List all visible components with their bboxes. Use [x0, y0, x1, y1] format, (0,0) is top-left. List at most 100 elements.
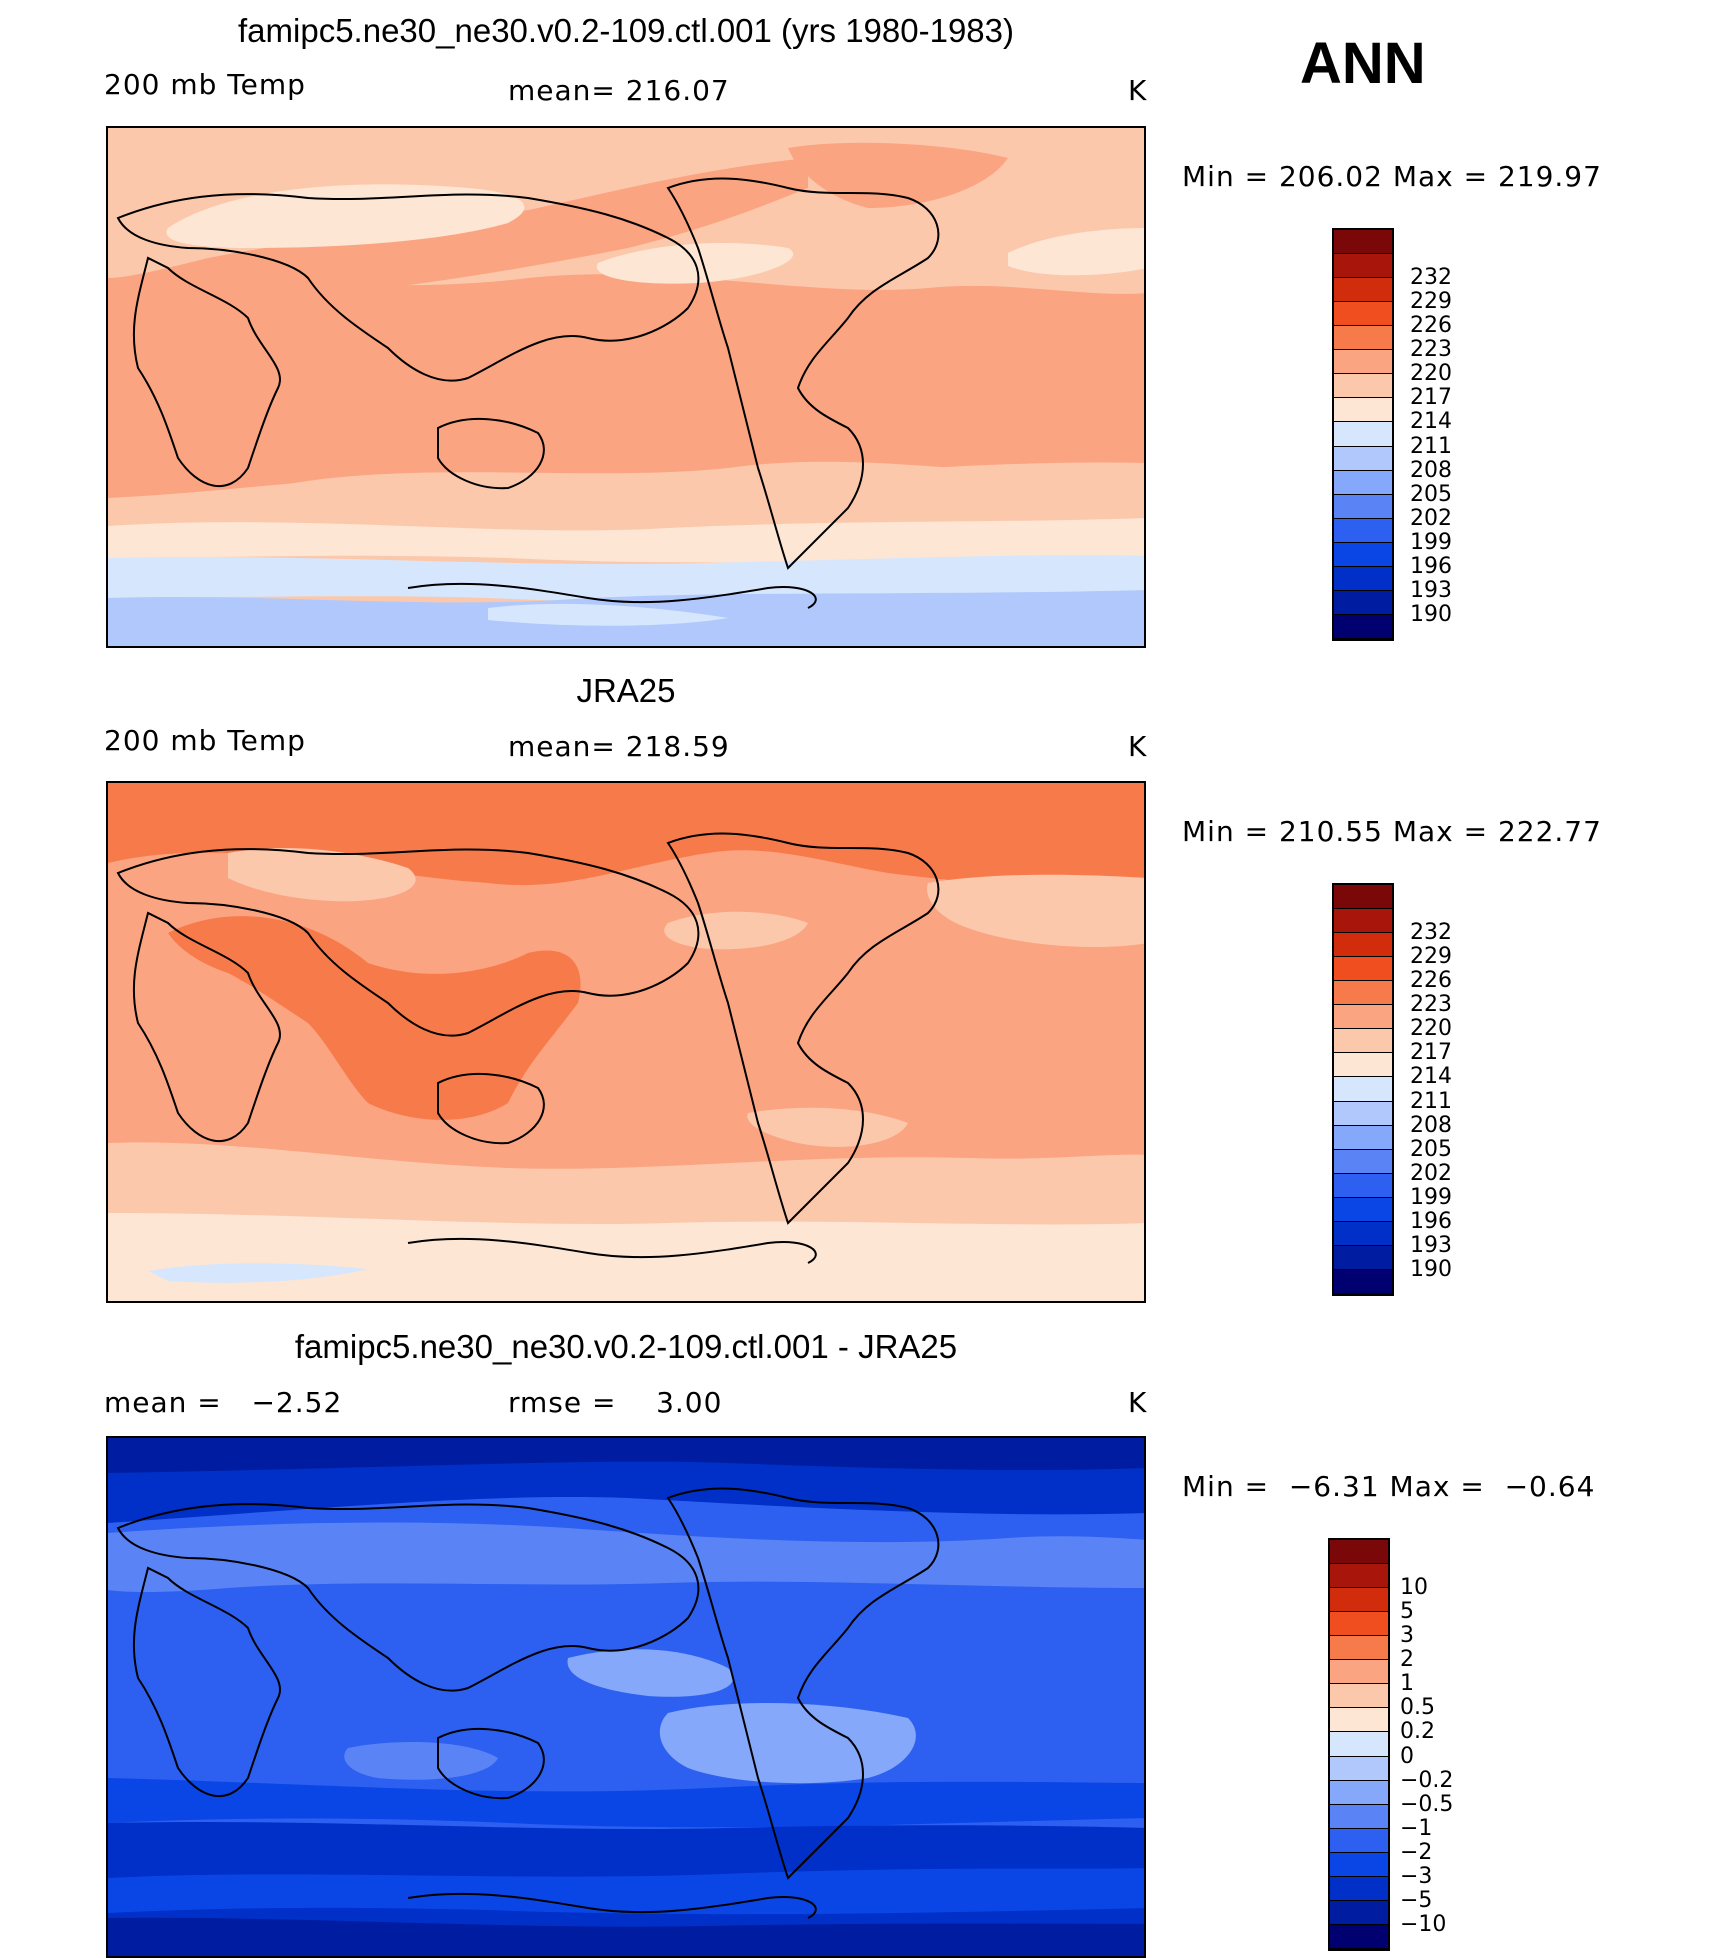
- colorbar-segment: [1334, 933, 1392, 958]
- colorbar-tick-label: 10: [1400, 1575, 1428, 1601]
- colorbar-tick-label: 229: [1410, 289, 1452, 315]
- colorbar-tick-label: 226: [1410, 313, 1452, 339]
- colorbar-tick-label: −3: [1400, 1863, 1433, 1889]
- colorbar-segment: [1334, 398, 1392, 423]
- colorbar-tick-label: 220: [1410, 1016, 1452, 1042]
- colorbar-tick-label: 193: [1410, 577, 1452, 603]
- colorbar-segment: [1330, 1612, 1388, 1637]
- colorbar-segment: [1334, 1149, 1392, 1174]
- colorbar-segment: [1334, 1269, 1392, 1294]
- panel2-colorbar: [1332, 883, 1394, 1296]
- colorbar-segment: [1334, 1053, 1392, 1078]
- colorbar-segment: [1330, 1708, 1388, 1733]
- colorbar-tick-label: 211: [1410, 1088, 1452, 1114]
- colorbar-segment: [1334, 566, 1392, 591]
- colorbar-tick-label: 229: [1410, 944, 1452, 970]
- panel3-minmax: Min = −6.31 Max = −0.64: [1182, 1470, 1596, 1503]
- panel1-map: [106, 126, 1146, 648]
- colorbar-segment: [1330, 1636, 1388, 1661]
- colorbar-tick-label: 217: [1410, 1040, 1452, 1066]
- colorbar-tick-label: 220: [1410, 361, 1452, 387]
- colorbar-tick-label: 208: [1410, 457, 1452, 483]
- colorbar-tick-label: 0: [1400, 1743, 1414, 1769]
- panel3-map: [106, 1436, 1146, 1958]
- colorbar-segment: [1334, 1245, 1392, 1270]
- colorbar-segment: [1334, 590, 1392, 615]
- panel2-title: JRA25: [576, 672, 676, 709]
- panel3-title: famipc5.ne30_ne30.v0.2-109.ctl.001 - JRA…: [294, 1328, 958, 1365]
- panel3-colorbar: [1328, 1538, 1390, 1951]
- panel3-rmse-label: rmse = 3.00: [508, 1386, 723, 1419]
- colorbar-tick-label: −1: [1400, 1815, 1433, 1841]
- colorbar-segment: [1334, 1029, 1392, 1054]
- season-label: ANN: [1300, 31, 1426, 96]
- colorbar-tick-label: 226: [1410, 968, 1452, 994]
- colorbar-segment: [1330, 1756, 1388, 1781]
- colorbar-segment: [1330, 1588, 1388, 1613]
- colorbar-tick-label: 3: [1400, 1623, 1414, 1649]
- panel1-title: famipc5.ne30_ne30.v0.2-109.ctl.001 (yrs …: [238, 12, 1014, 49]
- colorbar-segment: [1334, 278, 1392, 303]
- colorbar-segment: [1334, 614, 1392, 639]
- colorbar-tick-label: 202: [1410, 505, 1452, 531]
- colorbar-tick-label: 1: [1400, 1671, 1414, 1697]
- colorbar-tick-label: 223: [1410, 992, 1452, 1018]
- panel3-mean-label: mean = −2.52: [104, 1386, 343, 1419]
- colorbar-tick-label: −0.5: [1400, 1791, 1454, 1817]
- panel1-colorbar: [1332, 228, 1394, 641]
- colorbar-tick-label: 202: [1410, 1160, 1452, 1186]
- colorbar-tick-label: 0.2: [1400, 1719, 1435, 1745]
- colorbar-tick-label: 214: [1410, 1064, 1452, 1090]
- colorbar-tick-label: 223: [1410, 337, 1452, 363]
- panel2-units: K: [1128, 730, 1148, 763]
- colorbar-segment: [1334, 981, 1392, 1006]
- colorbar-tick-label: 0.5: [1400, 1695, 1435, 1721]
- colorbar-tick-label: 205: [1410, 481, 1452, 507]
- panel2-minmax: Min = 210.55 Max = 222.77: [1182, 815, 1602, 848]
- panel3-contour-field: [108, 1438, 1144, 1956]
- colorbar-segment: [1330, 1564, 1388, 1589]
- colorbar-segment: [1334, 422, 1392, 447]
- colorbar-tick-label: −2: [1400, 1839, 1433, 1865]
- colorbar-segment: [1330, 1828, 1388, 1853]
- colorbar-tick-label: 205: [1410, 1136, 1452, 1162]
- colorbar-segment: [1334, 518, 1392, 543]
- colorbar-tick-label: 196: [1410, 1208, 1452, 1234]
- colorbar-segment: [1334, 1197, 1392, 1222]
- colorbar-segment: [1334, 1173, 1392, 1198]
- colorbar-tick-label: 190: [1410, 601, 1452, 627]
- panel2-contour-field: [108, 783, 1144, 1301]
- colorbar-tick-label: 232: [1410, 920, 1452, 946]
- panel2-center-label: mean= 218.59: [508, 730, 730, 763]
- colorbar-segment: [1334, 470, 1392, 495]
- colorbar-segment: [1334, 302, 1392, 327]
- colorbar-segment: [1330, 1684, 1388, 1709]
- colorbar-tick-label: −10: [1400, 1911, 1447, 1937]
- colorbar-segment: [1330, 1540, 1388, 1565]
- colorbar-tick-label: 193: [1410, 1232, 1452, 1258]
- colorbar-segment: [1334, 494, 1392, 519]
- colorbar-segment: [1330, 1924, 1388, 1949]
- colorbar-tick-label: 5: [1400, 1599, 1414, 1625]
- panel1-contour-field: [108, 128, 1144, 646]
- panel1-left-label: 200 mb Temp: [104, 68, 306, 101]
- colorbar-tick-label: 232: [1410, 265, 1452, 291]
- panel1-minmax: Min = 206.02 Max = 219.97: [1182, 160, 1602, 193]
- colorbar-segment: [1334, 1221, 1392, 1246]
- colorbar-segment: [1334, 1101, 1392, 1126]
- colorbar-tick-label: 217: [1410, 385, 1452, 411]
- colorbar-segment: [1334, 542, 1392, 567]
- colorbar-segment: [1334, 326, 1392, 351]
- colorbar-segment: [1330, 1780, 1388, 1805]
- panel2-map: [106, 781, 1146, 1303]
- colorbar-segment: [1334, 885, 1392, 910]
- colorbar-segment: [1334, 254, 1392, 279]
- colorbar-segment: [1334, 230, 1392, 255]
- panel2-colorbar-labels: 190 193 196 199 202 205 208 211 214 217 220 223 226 2…: [1410, 883, 1560, 1296]
- panel2-left-label: 200 mb Temp: [104, 724, 306, 757]
- colorbar-segment: [1330, 1852, 1388, 1877]
- colorbar-tick-label: −5: [1400, 1887, 1433, 1913]
- colorbar-segment: [1334, 1077, 1392, 1102]
- colorbar-segment: [1334, 374, 1392, 399]
- panel3-colorbar-labels: −10 −5 −3 −2 −1 −0.5 −0.2 0 0.2 0.5 1 2 3 5 10: [1400, 1538, 1560, 1951]
